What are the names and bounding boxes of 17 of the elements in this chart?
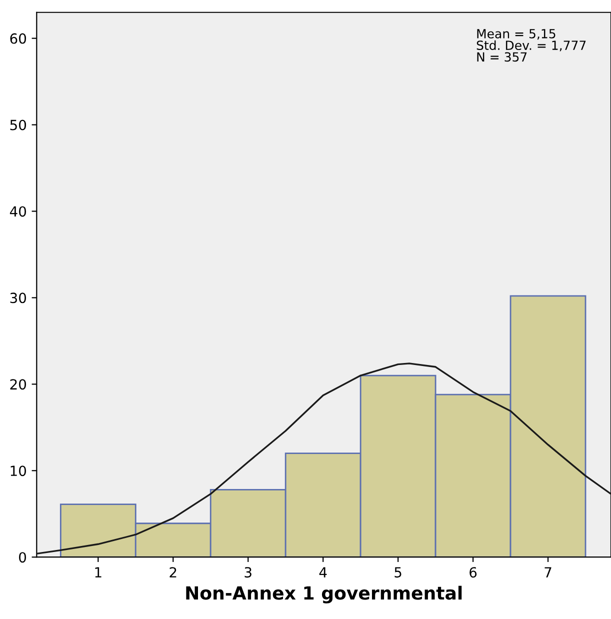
y-tick-label: 40 — [10, 206, 26, 217]
x-axis-title: Non-Annex 1 governmental — [186, 586, 462, 604]
annotation: Mean = 5,15 Std. Dev. = 1,777 N = 357 — [476, 29, 586, 62]
line-series — [36, 362, 611, 554]
x-tick-label: 4 — [319, 567, 327, 578]
x-tick-label: 3 — [244, 567, 252, 578]
x-tick-label: 2 — [170, 567, 176, 578]
y-tick-label: 50 — [10, 120, 26, 130]
y-tick-label: 60 — [10, 33, 26, 44]
y-tick-label: 0 — [19, 552, 26, 563]
x-tick-label: 6 — [470, 567, 477, 578]
y-tick-label: 30 — [10, 292, 26, 304]
x-tick-label: 1 — [95, 567, 102, 578]
x-tick-label: 7 — [544, 567, 552, 578]
y-tick-label: 10 — [10, 466, 26, 476]
y-tick-label: 20 — [10, 379, 26, 390]
x-tick-label: 5 — [394, 567, 402, 578]
